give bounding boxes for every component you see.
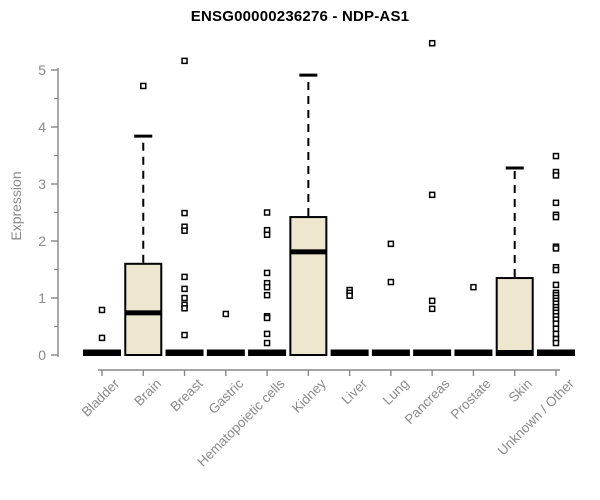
median-line [125, 310, 162, 316]
outlier-point [181, 209, 188, 217]
outlier-point [552, 339, 560, 347]
box-kidney [289, 73, 328, 356]
box-gastric [206, 310, 245, 356]
outlier-point [428, 305, 436, 313]
box-pancreas [413, 39, 452, 356]
outlier-point [428, 39, 436, 47]
outlier-point [140, 82, 147, 90]
collapsed-box-bar [83, 349, 121, 356]
y-tick-label: 5 [38, 62, 46, 78]
collapsed-box-bar [371, 349, 410, 356]
outlier-point [181, 331, 188, 339]
outlier-point [263, 209, 271, 216]
iqr-box [495, 277, 534, 356]
y-tick-label: 1 [38, 290, 46, 306]
box-liver [330, 286, 369, 356]
collapsed-box-bar [413, 349, 452, 356]
outlier-point [428, 297, 436, 305]
chart-title: ENSG00000236276 - NDP-AS1 [190, 8, 410, 25]
outlier-point [552, 172, 560, 179]
outlier-point [552, 320, 560, 327]
collapsed-box-bar [165, 349, 204, 356]
iqr-box [289, 216, 328, 356]
outlier-point [222, 310, 230, 318]
outlier-point [263, 330, 271, 338]
outlier-point [263, 283, 271, 291]
iqr-box [124, 262, 163, 356]
outlier-point [552, 245, 560, 252]
box-brain [124, 82, 163, 356]
outlier-point [263, 314, 271, 322]
outlier-point [181, 305, 188, 312]
box-bladder [83, 306, 121, 356]
collapsed-box-bar [330, 349, 369, 356]
outlier-point [552, 330, 560, 338]
outlier-point [181, 227, 188, 234]
outlier-point [552, 325, 560, 333]
outlier-point [181, 294, 188, 302]
collapsed-box-bar [248, 349, 287, 356]
outlier-point [181, 57, 188, 65]
box-unknown-other [536, 152, 575, 356]
outlier-point [263, 291, 271, 299]
y-tick-label: 3 [38, 176, 46, 192]
outlier-point [98, 306, 106, 314]
box-skin [495, 166, 534, 356]
outlier-point [263, 269, 271, 277]
outlier-point [181, 285, 188, 293]
outlier-point [387, 240, 395, 248]
outlier-point [428, 191, 436, 199]
collapsed-box-bar [536, 349, 575, 356]
median-line [496, 350, 533, 355]
collapsed-box-bar [454, 349, 493, 356]
y-tick-label: 4 [38, 119, 46, 135]
outlier-point [552, 266, 560, 274]
outlier-point [387, 278, 395, 286]
collapsed-box-bar [206, 349, 245, 356]
outlier-point [98, 334, 106, 342]
outlier-point [346, 292, 353, 299]
box-breast [165, 57, 204, 356]
outlier-point [552, 213, 560, 221]
outlier-point [263, 231, 271, 238]
outlier-point [470, 283, 477, 291]
outlier-point [263, 339, 271, 347]
box-lung [371, 240, 410, 356]
y-tick-label: 0 [38, 347, 46, 363]
box-hematopoietic-cells [248, 209, 287, 356]
outlier-point [552, 152, 560, 160]
box-prostate [454, 283, 493, 356]
outlier-point [552, 199, 560, 207]
y-tick-label: 2 [38, 233, 46, 249]
outlier-point [181, 273, 188, 281]
median-line [290, 249, 327, 255]
outlier-point [552, 281, 560, 289]
